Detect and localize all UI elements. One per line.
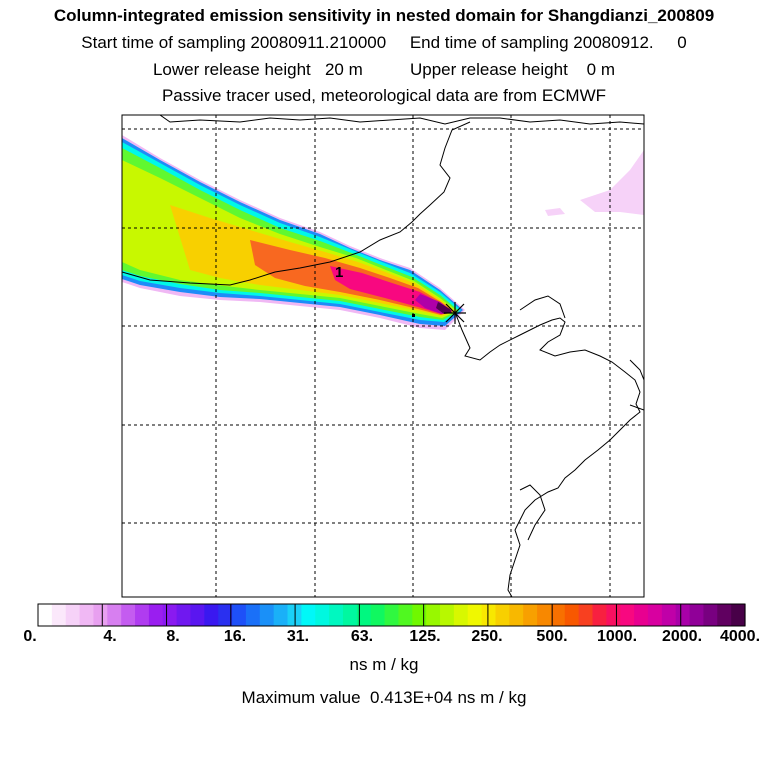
colorbar-tick-label: 4000. bbox=[719, 628, 761, 645]
colorbar-swatch bbox=[342, 604, 358, 626]
coastline-peninsula bbox=[519, 295, 566, 319]
colorbar-swatch bbox=[245, 604, 261, 626]
chart-title: Column-integrated emission sensitivity i… bbox=[53, 6, 715, 25]
colorbar-swatch bbox=[204, 604, 219, 626]
colorbar-tick-label: 1000. bbox=[596, 628, 638, 645]
map-frame bbox=[121, 114, 645, 598]
release-site-marker bbox=[444, 302, 466, 324]
colorbar-swatch bbox=[467, 604, 483, 626]
colorbar-swatch bbox=[162, 604, 178, 626]
colorbar-swatch bbox=[135, 604, 150, 626]
colorbar-swatch bbox=[38, 604, 53, 626]
border-line-north bbox=[159, 115, 644, 125]
colorbar-tick-label: 0. bbox=[23, 628, 37, 645]
colorbar-swatch bbox=[301, 604, 316, 626]
plume-patch-small bbox=[545, 208, 565, 216]
colorbar-tick-label: 4. bbox=[103, 628, 117, 645]
colorbar-swatch bbox=[440, 604, 455, 626]
colorbar-swatch bbox=[426, 604, 441, 626]
colorbar-swatch bbox=[148, 604, 164, 626]
colorbar-frame bbox=[37, 603, 746, 627]
colorbar-swatch bbox=[634, 604, 649, 626]
sampling-time-line: Start time of sampling 20080911.210000 E… bbox=[81, 33, 687, 52]
colorbar-swatch bbox=[384, 604, 400, 626]
station-dot bbox=[412, 314, 415, 317]
colorbar-swatch bbox=[495, 604, 510, 626]
colorbar-swatch bbox=[675, 604, 691, 626]
colorbar-swatch bbox=[273, 604, 289, 626]
release-height-line: Lower release height 20 m Upper release … bbox=[152, 60, 616, 79]
coastline-right bbox=[629, 359, 644, 381]
border-line-west bbox=[122, 121, 471, 286]
colorbar-swatch bbox=[51, 604, 67, 626]
colorbar-swatch bbox=[398, 604, 413, 626]
colorbar-swatch bbox=[190, 604, 205, 626]
colorbar-swatch bbox=[79, 604, 95, 626]
colorbar-swatch bbox=[578, 604, 594, 626]
colorbar bbox=[37, 603, 746, 627]
colorbar-swatch bbox=[689, 604, 705, 626]
emission-plume bbox=[122, 135, 644, 330]
colorbar-swatch bbox=[107, 604, 122, 626]
trajectory-marker-label: 1 bbox=[335, 264, 343, 281]
coastline-right-2 bbox=[629, 404, 644, 411]
colorbar-swatch bbox=[65, 604, 81, 626]
colorbar-swatch bbox=[731, 604, 746, 626]
colorbar-swatch bbox=[412, 604, 427, 626]
colorbar-swatch bbox=[647, 604, 663, 626]
colorbar-units: ns m / kg bbox=[349, 655, 419, 674]
colorbar-swatch bbox=[481, 604, 497, 626]
colorbar-swatch bbox=[232, 604, 247, 626]
gridlines bbox=[122, 115, 644, 597]
colorbar-swatch bbox=[606, 604, 621, 626]
maximum-value-label: Maximum value 0.413E+04 ns m / kg bbox=[241, 688, 527, 707]
plume-level-4000 bbox=[436, 302, 452, 314]
colorbar-swatch bbox=[176, 604, 192, 626]
colorbar-swatch bbox=[121, 604, 136, 626]
colorbar-swatch bbox=[537, 604, 552, 626]
colorbar-swatch bbox=[703, 604, 718, 626]
plume-patch-northeast bbox=[580, 150, 644, 215]
colorbar-swatch bbox=[550, 604, 566, 626]
coastlines bbox=[122, 115, 644, 597]
colorbar-swatch bbox=[564, 604, 580, 626]
colorbar-swatch bbox=[717, 604, 732, 626]
colorbar-swatch bbox=[370, 604, 386, 626]
tracer-info-line: Passive tracer used, meteorological data… bbox=[161, 86, 607, 105]
coastline-south bbox=[519, 484, 546, 541]
colorbar-swatch bbox=[523, 604, 538, 626]
colorbar-swatch bbox=[592, 604, 607, 626]
colorbar-swatch bbox=[661, 604, 677, 626]
colorbar-tick-label: 125. bbox=[409, 628, 441, 645]
colorbar-swatch bbox=[620, 604, 635, 626]
colorbar-swatch bbox=[93, 604, 108, 626]
colorbar-tick-label: 2000. bbox=[661, 628, 703, 645]
colorbar-swatch bbox=[315, 604, 330, 626]
colorbar-tick-label: 16. bbox=[223, 628, 247, 645]
colorbar-swatch bbox=[509, 604, 524, 626]
colorbar-tick-label: 250. bbox=[471, 628, 503, 645]
colorbar-tick-label: 500. bbox=[536, 628, 568, 645]
colorbar-swatch bbox=[259, 604, 275, 626]
colorbar-tick-label: 31. bbox=[286, 628, 310, 645]
colorbar-swatch bbox=[356, 604, 372, 626]
colorbar-swatch bbox=[329, 604, 344, 626]
colorbar-tick-label: 8. bbox=[166, 628, 180, 645]
colorbar-swatch bbox=[218, 604, 233, 626]
colorbar-swatch bbox=[453, 604, 469, 626]
coastline-east bbox=[454, 311, 641, 597]
colorbar-tick-label: 63. bbox=[350, 628, 374, 645]
